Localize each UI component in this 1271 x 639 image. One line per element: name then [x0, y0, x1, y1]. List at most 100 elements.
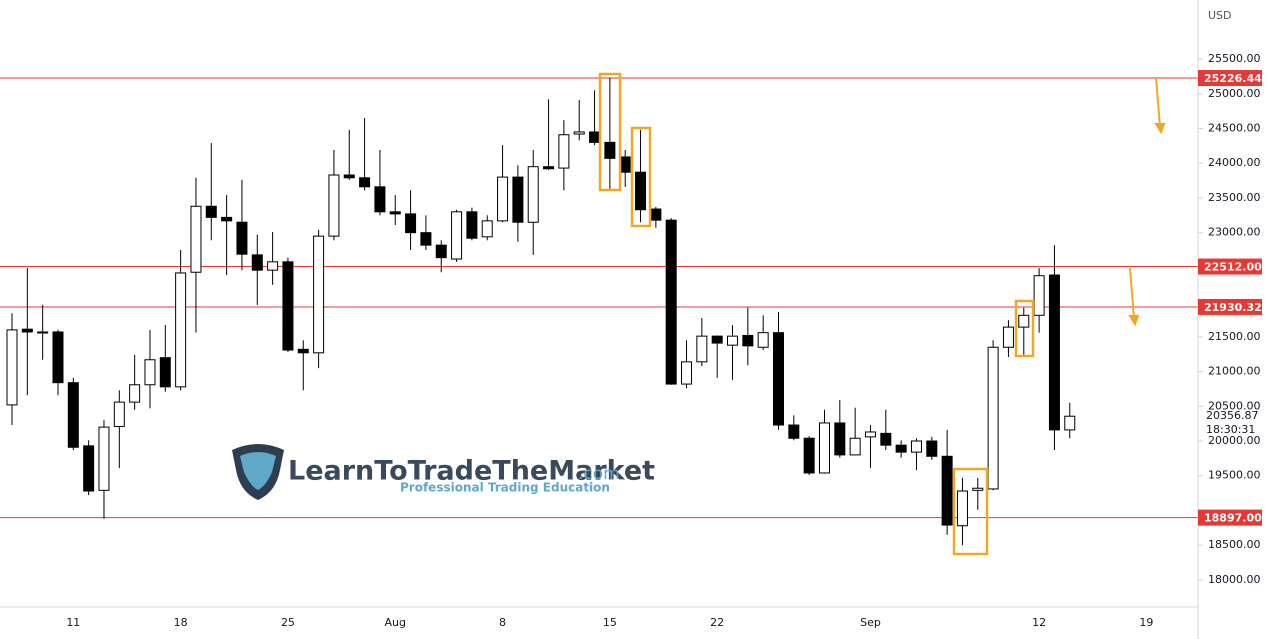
candle-body — [727, 335, 739, 346]
plot-area — [0, 77, 1198, 546]
x-tick-label: 8 — [499, 616, 506, 629]
candle-body — [159, 357, 171, 388]
candle-body — [1064, 415, 1076, 431]
highlight-box — [1014, 299, 1035, 358]
candle-body — [221, 216, 233, 222]
y-tick-label: 19500.00 — [1208, 469, 1261, 482]
candle-body — [205, 205, 217, 218]
y-tick-label: 25000.00 — [1208, 87, 1261, 100]
x-tick-label: 18 — [174, 616, 188, 629]
highlight-box — [952, 467, 989, 556]
candle-body — [681, 361, 693, 385]
axis-layer: 25500.00 25000.00 24500.00 24000.00 23500.00… — [66, 52, 1262, 629]
candle-body — [834, 422, 846, 456]
x-tick-label: 11 — [66, 616, 80, 629]
candle-body — [573, 131, 585, 135]
last-price-label: 20356.87 — [1206, 409, 1259, 422]
candle-body — [880, 432, 892, 446]
candle-body — [711, 335, 723, 344]
candle-body — [313, 235, 325, 354]
candle-body — [113, 401, 125, 427]
arrow-head — [1128, 315, 1140, 327]
candle-body — [987, 346, 999, 490]
candle-body — [635, 171, 647, 211]
candle-body — [1018, 314, 1030, 328]
candle-body — [67, 382, 79, 448]
candle-body — [956, 490, 968, 527]
x-tick-label: Sep — [860, 616, 881, 629]
level-label: 18897.00 — [1204, 512, 1262, 525]
level-label-bg — [1198, 70, 1262, 87]
arrow — [1129, 267, 1135, 319]
y-tick-label: 21000.00 — [1208, 365, 1261, 378]
candle-body — [359, 177, 371, 188]
y-tick-label: 24000.00 — [1208, 156, 1261, 169]
logo: LearnToTradeTheMarket .com Professional … — [232, 444, 655, 500]
candle-body — [941, 455, 953, 526]
x-tick-label: 19 — [1139, 616, 1153, 629]
candle-body — [251, 254, 263, 271]
level-label: 25226.44 — [1204, 72, 1262, 85]
logo-name: LearnToTradeTheMarket — [288, 456, 655, 487]
candle-body — [619, 156, 631, 173]
candle-body — [558, 134, 570, 169]
candle-body — [864, 431, 876, 438]
y-tick-label: 20000.00 — [1208, 434, 1261, 447]
candle-body — [389, 211, 401, 215]
level-label-bg — [1198, 258, 1262, 275]
y-tick-label: 24500.00 — [1208, 121, 1261, 134]
candle-body — [267, 261, 279, 271]
level-label: 21930.32 — [1204, 301, 1262, 314]
logo-domain: .com — [578, 464, 620, 484]
candle-body — [589, 131, 601, 143]
countdown-label: 18:30:31 — [1206, 423, 1255, 436]
candle-body — [497, 176, 509, 222]
candle-body — [972, 487, 984, 491]
candle-body — [1033, 275, 1045, 316]
y-tick-label: 23500.00 — [1208, 191, 1261, 204]
level-label-bg — [1198, 509, 1262, 526]
candle-body — [466, 211, 478, 239]
candle-body — [236, 221, 248, 255]
x-tick-label: 25 — [281, 616, 295, 629]
level-label-bg — [1198, 298, 1262, 315]
candle-body — [512, 176, 524, 223]
highlight-boxes — [598, 72, 1035, 556]
x-tick-label: 15 — [603, 616, 617, 629]
candle-body — [543, 166, 555, 170]
y-tick-label: 20500.00 — [1208, 399, 1261, 412]
highlight-box — [630, 126, 652, 228]
candle-body — [818, 422, 830, 474]
candle-body — [405, 213, 417, 234]
candle-body — [1002, 326, 1014, 348]
candle-body — [650, 208, 662, 221]
x-tick-label: Aug — [385, 616, 406, 629]
candle-body — [129, 384, 141, 403]
candle-body — [21, 328, 33, 333]
candle-body — [282, 261, 294, 351]
y-tick-label: 18500.00 — [1208, 538, 1261, 551]
x-tick-label: 12 — [1032, 616, 1046, 629]
candle-body — [451, 211, 463, 260]
candle-body — [742, 334, 754, 347]
candle-body — [420, 232, 432, 246]
candle-body — [144, 359, 156, 386]
candle-body — [297, 348, 309, 354]
x-tick-label: 22 — [710, 616, 724, 629]
candle-body — [98, 426, 110, 491]
candle-body — [773, 332, 784, 426]
candle-body — [849, 437, 861, 456]
candle-body — [527, 166, 539, 223]
candle-body — [435, 244, 447, 259]
candle-body — [83, 445, 95, 492]
candle-body — [910, 440, 922, 453]
y-tick-label: 23000.00 — [1208, 226, 1261, 239]
highlight-box — [598, 72, 622, 192]
candle-body — [696, 335, 708, 363]
candle-body — [788, 424, 800, 439]
candle-body — [374, 186, 386, 213]
candle-body — [52, 331, 64, 384]
logo-tagline: Professional Trading Education — [400, 481, 610, 495]
candle-body — [175, 272, 187, 388]
